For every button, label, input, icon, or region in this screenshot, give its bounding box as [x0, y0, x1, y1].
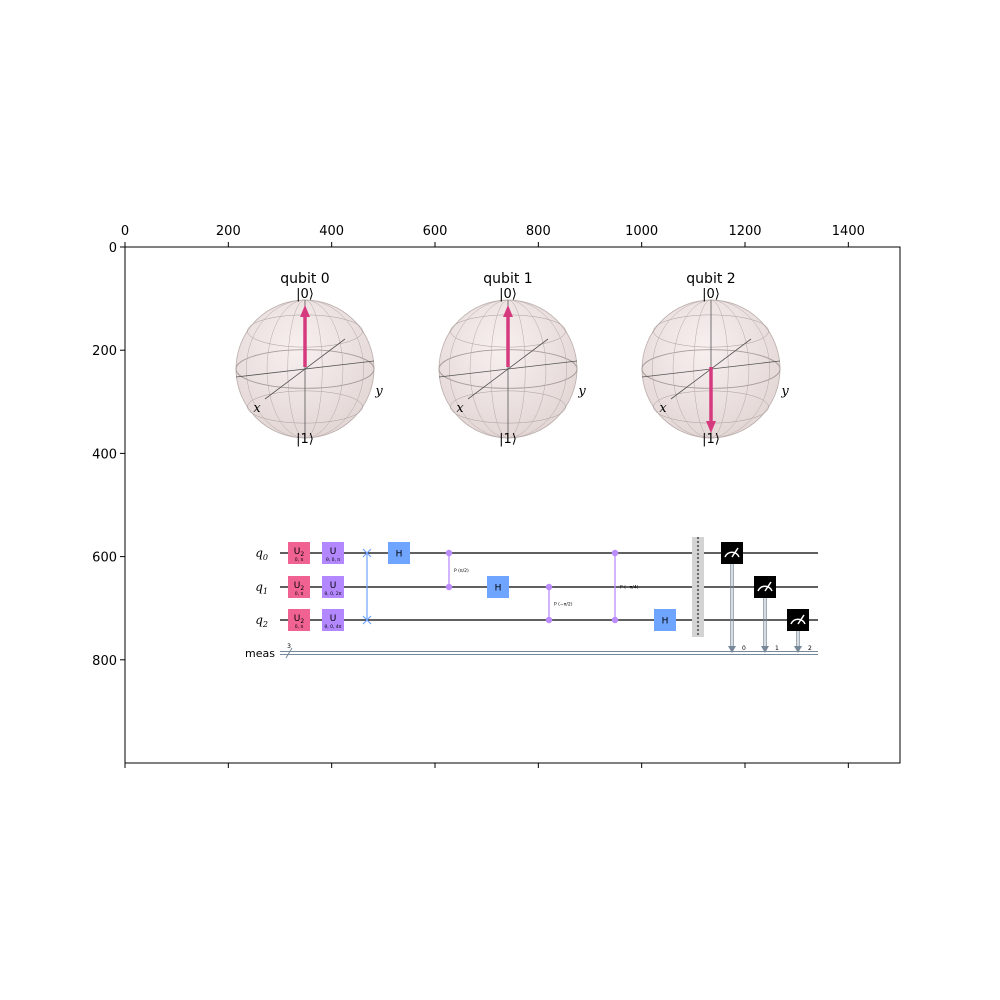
x-tick-label: 800: [526, 224, 551, 239]
measure-gate-q2: [787, 609, 809, 631]
meter-needle-icon: [731, 547, 739, 558]
ket-bottom-label: |1⟩: [499, 432, 517, 447]
u2-gate-q1: [288, 576, 310, 598]
u2-gate-params: 0, π: [295, 591, 304, 597]
u2-gate-q2: [288, 609, 310, 631]
u2-gate-label: U2: [294, 581, 305, 592]
cp-gate-q0-q1-dot: [445, 583, 453, 591]
cp-gate-q0-q2-label: P (−π/4): [620, 585, 639, 591]
meter-icon: [724, 551, 740, 558]
bloch-sphere-2: qubit 2|0⟩ |1⟩ x y: [641, 271, 789, 447]
bloch-sphere-1: qubit 1|0⟩ |1⟩ x y: [438, 271, 586, 447]
wire-label-q0: q0: [255, 546, 268, 562]
h-gate-q1: [487, 576, 509, 598]
u-gate-params: θ, 0, 4π: [325, 624, 342, 630]
swap-cross: [362, 548, 372, 558]
wire-label-q1: q1: [255, 580, 268, 596]
x-axis: [467, 338, 549, 400]
h-gate-label: H: [662, 617, 669, 627]
ket-bottom-label: |1⟩: [296, 432, 314, 447]
y-axis-label: y: [577, 384, 586, 399]
x-tick-label: 1200: [728, 224, 761, 239]
measure-gate-q0: [721, 542, 743, 564]
ket-bottom-label: |1⟩: [702, 432, 720, 447]
u-gate-q0: [322, 542, 344, 564]
h-gate-q2: [654, 609, 676, 631]
classical-size: 3: [287, 643, 291, 650]
swap-cross: [362, 615, 372, 625]
u-gate-label: U: [330, 614, 337, 624]
x-tick-label: 1400: [832, 224, 865, 239]
meter-needle-icon: [797, 614, 805, 625]
meter-icon: [757, 585, 773, 592]
classical-label: meas: [245, 647, 275, 660]
measure-bit-label: 1: [775, 645, 779, 652]
y-tick-label: 600: [92, 551, 117, 566]
h-gate-label: H: [396, 550, 403, 560]
measure-arrowhead: [794, 646, 802, 653]
ket-top-label: |0⟩: [296, 287, 314, 302]
y-axis-label: y: [780, 384, 789, 399]
axis-ticks: 0 200 400 600 800 1000 1200 1400 0 200 400 600 800: [92, 224, 865, 768]
cp-gate-q0-q2-dot: [611, 616, 619, 624]
x-tick-label: 0: [121, 224, 129, 239]
cp-gate-q0-q1-label: P (π/2): [454, 568, 469, 574]
cp-gate-q1-q2-dot: [545, 583, 553, 591]
wire-label-q2: q2: [255, 613, 268, 629]
y-tick-label: 800: [92, 654, 117, 669]
u2-gate-params: 0, π: [295, 624, 304, 630]
x-tick-label: 200: [216, 224, 241, 239]
cp-gate-q1-q2-label: P (−π/2): [554, 602, 573, 608]
axes-frame: [124, 246, 901, 764]
h-gate-label: H: [495, 584, 502, 594]
meter-needle-icon: [764, 581, 772, 592]
state-vector-head: [706, 421, 716, 433]
ket-top-label: |0⟩: [702, 287, 720, 302]
u2-gate-label: U2: [294, 614, 305, 625]
x-tick-label: 400: [319, 224, 344, 239]
x-tick-label: 600: [423, 224, 448, 239]
u-gate-params: θ, 0, 2π: [325, 591, 342, 597]
x-axis-label: x: [253, 401, 261, 416]
sphere-title: qubit 0: [280, 271, 329, 287]
x-axis-label: x: [659, 401, 667, 416]
bloch-sphere-0: qubit 0|0⟩ |1⟩ x y: [235, 271, 383, 447]
ket-top-label: |0⟩: [499, 287, 517, 302]
u2-gate-label: U2: [294, 547, 305, 558]
measure-bit-label: 2: [808, 645, 812, 652]
measure-arrowhead: [728, 646, 736, 653]
sphere-title: qubit 1: [483, 271, 532, 287]
u-gate-label: U: [330, 547, 337, 557]
cp-gate-q0-q1-dot: [445, 549, 453, 557]
sphere-title: qubit 2: [686, 271, 735, 287]
u-gate-params: θ, 0, π: [326, 557, 340, 563]
y-tick-label: 400: [92, 447, 117, 462]
measure-gate-q1: [754, 576, 776, 598]
state-vector-head: [300, 305, 310, 317]
u-gate-label: U: [330, 581, 337, 591]
classical-size-slash: [285, 647, 293, 659]
h-gate-q0: [388, 542, 410, 564]
y-tick-label: 0: [109, 241, 117, 256]
measure-bit-label: 0: [742, 645, 746, 652]
u2-gate-q0: [288, 542, 310, 564]
y-axis-label: y: [374, 384, 383, 399]
state-vector-head: [503, 305, 513, 317]
x-tick-label: 1000: [625, 224, 658, 239]
x-axis: [264, 338, 346, 400]
meter-icon: [790, 618, 806, 625]
u2-gate-params: 0, π: [295, 557, 304, 563]
u-gate-q1: [322, 576, 344, 598]
x-axis-label: x: [456, 401, 464, 416]
cp-gate-q0-q2-dot: [611, 549, 619, 557]
cp-gate-q1-q2-dot: [545, 616, 553, 624]
measure-arrowhead: [761, 646, 769, 653]
y-tick-label: 200: [92, 344, 117, 359]
u-gate-q2: [322, 609, 344, 631]
